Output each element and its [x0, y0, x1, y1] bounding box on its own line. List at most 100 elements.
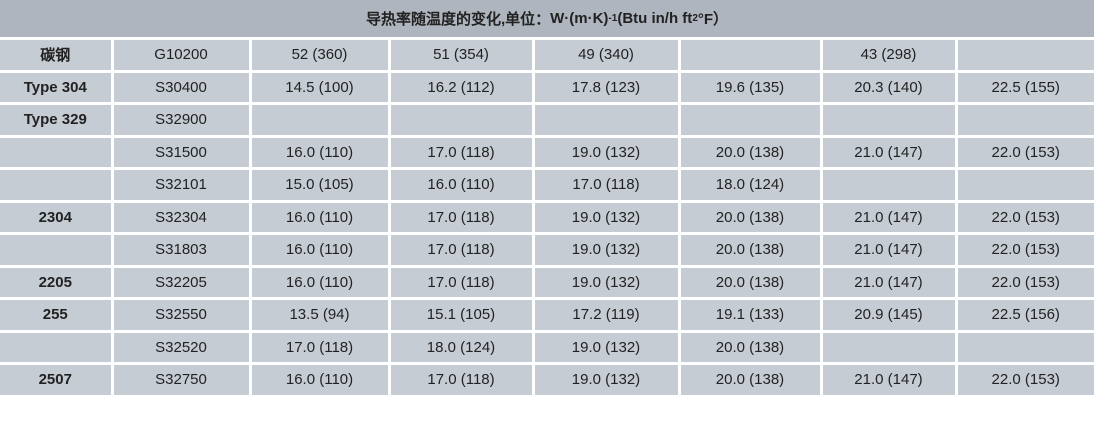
value-cell: 20.3 (140): [819, 69, 958, 105]
value-cell: [677, 102, 823, 138]
grade-cell: 2205: [0, 264, 114, 300]
value-cell: [387, 102, 535, 138]
value-cell: 19.0 (132): [531, 134, 681, 170]
value-cell: [819, 329, 958, 365]
grade-cell: [0, 329, 114, 365]
value-cell: 20.0 (138): [677, 134, 823, 170]
uns-cell: G10200: [110, 40, 252, 73]
value-cell: 22.0 (153): [954, 134, 1094, 170]
value-cell: 22.0 (153): [954, 232, 1094, 268]
value-cell: 20.0 (138): [677, 362, 823, 398]
value-cell: [677, 40, 823, 73]
grade-cell: 2304: [0, 199, 114, 235]
value-cell: 22.0 (153): [954, 264, 1094, 300]
value-cell: 19.0 (132): [531, 232, 681, 268]
table-row: S32520 17.0 (118) 18.0 (124) 19.0 (132) 20.0…: [0, 329, 1094, 365]
value-cell: 49 (340): [531, 40, 681, 73]
value-cell: 18.0 (124): [677, 167, 823, 203]
grade-cell: 碳钢: [0, 40, 114, 73]
unit-imperial-exponent: 2: [692, 13, 698, 24]
grade-cell: [0, 167, 114, 203]
table-row: S31803 16.0 (110) 17.0 (118) 19.0 (132) 20.0…: [0, 232, 1094, 268]
value-cell: 17.0 (118): [387, 199, 535, 235]
grade-cell: Type 304: [0, 69, 114, 105]
grade-cell: Type 329: [0, 102, 114, 138]
value-cell: 17.0 (118): [387, 362, 535, 398]
value-cell: 16.0 (110): [387, 167, 535, 203]
value-cell: 19.1 (133): [677, 297, 823, 333]
value-cell: 19.0 (132): [531, 362, 681, 398]
value-cell: 16.2 (112): [387, 69, 535, 105]
table-row: Type 329 S32900: [0, 102, 1094, 138]
table-title: 导热率随温度的变化,单位： W·(m·K) -1 (Btu in/h ft 2 °F）: [0, 0, 1094, 40]
unit-imperial: (Btu in/h ft: [617, 10, 693, 27]
value-cell: 20.0 (138): [677, 329, 823, 365]
value-cell: 22.5 (156): [954, 297, 1094, 333]
value-cell: 16.0 (110): [248, 199, 391, 235]
value-cell: 22.0 (153): [954, 199, 1094, 235]
value-cell: 17.0 (118): [387, 232, 535, 268]
value-cell: [819, 102, 958, 138]
value-cell: 20.0 (138): [677, 199, 823, 235]
uns-cell: S32750: [110, 362, 252, 398]
value-cell: 17.0 (118): [531, 167, 681, 203]
table-row: 255 S32550 13.5 (94) 15.1 (105) 17.2 (119) 19…: [0, 297, 1094, 333]
grade-cell: [0, 134, 114, 170]
uns-cell: S32304: [110, 199, 252, 235]
value-cell: 21.0 (147): [819, 264, 958, 300]
value-cell: 14.5 (100): [248, 69, 391, 105]
value-cell: 16.0 (110): [248, 134, 391, 170]
value-cell: 19.0 (132): [531, 329, 681, 365]
thermal-conductivity-table: 碳钢 G10200 52 (360) 51 (354) 49 (340) 43 (298)…: [0, 40, 1094, 398]
uns-cell: S32550: [110, 297, 252, 333]
value-cell: 19.6 (135): [677, 69, 823, 105]
grade-cell: [0, 232, 114, 268]
value-cell: [954, 40, 1094, 73]
value-cell: 17.8 (123): [531, 69, 681, 105]
value-cell: 16.0 (110): [248, 232, 391, 268]
uns-cell: S31803: [110, 232, 252, 268]
value-cell: 52 (360): [248, 40, 391, 73]
value-cell: [819, 167, 958, 203]
value-cell: [954, 102, 1094, 138]
value-cell: 17.0 (118): [248, 329, 391, 365]
value-cell: 51 (354): [387, 40, 535, 73]
value-cell: 19.0 (132): [531, 199, 681, 235]
value-cell: 16.0 (110): [248, 362, 391, 398]
uns-cell: S32900: [110, 102, 252, 138]
value-cell: 18.0 (124): [387, 329, 535, 365]
value-cell: [954, 329, 1094, 365]
value-cell: 20.9 (145): [819, 297, 958, 333]
value-cell: 20.0 (138): [677, 232, 823, 268]
value-cell: 16.0 (110): [248, 264, 391, 300]
grade-cell: 2507: [0, 362, 114, 398]
value-cell: 20.0 (138): [677, 264, 823, 300]
uns-cell: S32520: [110, 329, 252, 365]
unit-si-exponent: -1: [608, 13, 618, 24]
unit-si: W·(m·K): [550, 10, 609, 27]
uns-cell: S31500: [110, 134, 252, 170]
value-cell: 15.1 (105): [387, 297, 535, 333]
grade-cell: 255: [0, 297, 114, 333]
unit-imperial-end: °F）: [697, 11, 729, 28]
value-cell: 43 (298): [819, 40, 958, 73]
table-row: 2205 S32205 16.0 (110) 17.0 (118) 19.0 (132)…: [0, 264, 1094, 300]
value-cell: 22.0 (153): [954, 362, 1094, 398]
value-cell: 19.0 (132): [531, 264, 681, 300]
uns-cell: S30400: [110, 69, 252, 105]
value-cell: 21.0 (147): [819, 199, 958, 235]
value-cell: 15.0 (105): [248, 167, 391, 203]
value-cell: [248, 102, 391, 138]
value-cell: 17.2 (119): [531, 297, 681, 333]
table-row: 碳钢 G10200 52 (360) 51 (354) 49 (340) 43 (298): [0, 40, 1094, 73]
value-cell: 22.5 (155): [954, 69, 1094, 105]
uns-cell: S32101: [110, 167, 252, 203]
table-row: 2507 S32750 16.0 (110) 17.0 (118) 19.0 (132)…: [0, 362, 1094, 398]
table-row: 2304 S32304 16.0 (110) 17.0 (118) 19.0 (132)…: [0, 199, 1094, 235]
value-cell: [531, 102, 681, 138]
value-cell: 21.0 (147): [819, 362, 958, 398]
value-cell: 17.0 (118): [387, 264, 535, 300]
table-row: S31500 16.0 (110) 17.0 (118) 19.0 (132) 20.0…: [0, 134, 1094, 170]
value-cell: 17.0 (118): [387, 134, 535, 170]
table-row: Type 304 S30400 14.5 (100) 16.2 (112) 17.8 (…: [0, 69, 1094, 105]
